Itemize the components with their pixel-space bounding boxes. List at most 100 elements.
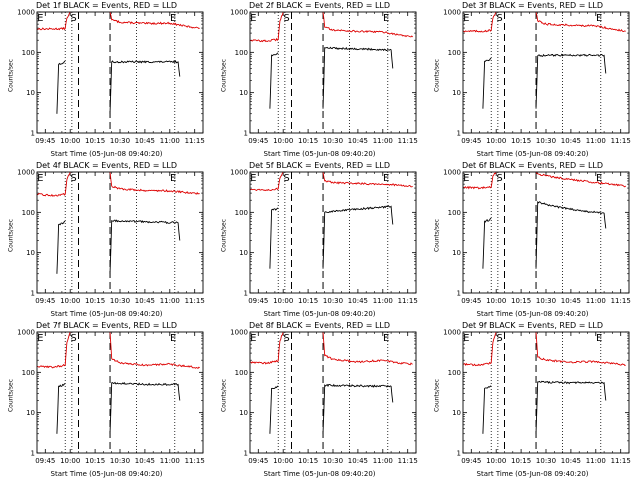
- panel-plot: 1 10 100 1000 09:45 10:00 10:15 10:30 10:45 11:00…: [17, 169, 205, 306]
- y-axis-label: Counts/sec: [220, 218, 228, 253]
- x-tick-label: 10:00: [486, 297, 506, 305]
- events-series-line: [56, 383, 66, 434]
- x-tick-label: 10:45: [348, 297, 368, 305]
- x-tick-label: 11:00: [160, 457, 180, 465]
- marker-annotation: S: [496, 13, 502, 24]
- detector-panel: 1 10 100 1000 09:45 10:00 10:15 10:30 10:45 11:00…: [213, 320, 426, 480]
- y-tick-label: 1000: [17, 169, 35, 177]
- lld-series-line: [249, 11, 284, 43]
- panel-title: Det 4f BLACK = Events, RED = LLD: [35, 161, 178, 170]
- y-tick-label: 10: [26, 249, 35, 257]
- x-tick-label: 10:00: [60, 457, 80, 465]
- x-tick-label: 09:45: [248, 457, 268, 465]
- x-tick-label: 11:15: [398, 297, 418, 305]
- y-tick-label: 10: [26, 89, 35, 97]
- x-tick-label: 10:45: [561, 297, 581, 305]
- marker-annotation: S: [283, 333, 289, 344]
- panel-plot: 1 10 100 1000 09:45 10:00 10:15 10:30 10:45 11:00…: [230, 169, 418, 306]
- y-tick-label: 100: [22, 209, 35, 217]
- x-tick-label: 09:45: [35, 297, 55, 305]
- x-tick-label: 09:45: [248, 137, 268, 145]
- x-tick-label: 10:30: [110, 137, 130, 145]
- lld-series-line: [535, 331, 626, 367]
- y-tick-label: 10: [239, 249, 248, 257]
- lld-series-line: [249, 171, 284, 192]
- events-series-line: [269, 207, 279, 269]
- events-series-line: [322, 383, 394, 434]
- x-tick-label: 09:45: [248, 297, 268, 305]
- y-tick-label: 1: [244, 290, 248, 298]
- x-tick-label: 10:45: [348, 457, 368, 465]
- detector-panel: 1 10 100 1000 09:45 10:00 10:15 10:30 10:45 11:00…: [0, 160, 213, 320]
- x-tick-label: 10:15: [511, 137, 531, 145]
- detector-panel: 1 10 100 1000 09:45 10:00 10:15 10:30 10:45 11:00…: [426, 320, 639, 480]
- y-tick-label: 1000: [17, 9, 35, 17]
- plot-frame: [462, 11, 630, 134]
- detector-panel: 1 10 100 1000 09:45 10:00 10:15 10:30 10:45 11:00…: [213, 160, 426, 320]
- lld-series-line: [249, 331, 284, 365]
- panel-title: Det 5f BLACK = Events, RED = LLD: [248, 161, 391, 170]
- y-tick-label: 10: [452, 89, 461, 97]
- y-tick-label: 1: [457, 290, 461, 298]
- x-axis-label: Start Time (05-Jun-08 09:40:20): [476, 470, 589, 478]
- y-tick-label: 10: [452, 409, 461, 417]
- y-tick-label: 1000: [230, 329, 248, 337]
- x-tick-label: 10:15: [298, 137, 318, 145]
- x-tick-label: 10:00: [486, 457, 506, 465]
- x-tick-label: 10:00: [60, 137, 80, 145]
- x-tick-label: 11:15: [611, 137, 631, 145]
- lld-series-line: [36, 11, 71, 31]
- plot-frame: [249, 331, 417, 454]
- x-axis-label: Start Time (05-Jun-08 09:40:20): [476, 150, 589, 158]
- y-tick-label: 1: [457, 130, 461, 138]
- events-series-line: [322, 205, 394, 269]
- events-series-line: [109, 219, 181, 274]
- x-tick-label: 10:30: [323, 297, 343, 305]
- x-tick-label: 09:45: [35, 457, 55, 465]
- x-tick-label: 10:15: [511, 297, 531, 305]
- x-tick-label: 11:00: [160, 297, 180, 305]
- events-series-line: [322, 46, 394, 109]
- marker-annotation: S: [283, 173, 289, 184]
- lld-series-line: [535, 11, 626, 32]
- marker-annotation: E: [596, 13, 602, 24]
- y-tick-label: 100: [448, 49, 461, 57]
- panel-plot: 1 10 100 1000 09:45 10:00 10:15 10:30 10:45 11:00…: [443, 169, 631, 306]
- x-tick-label: 10:15: [85, 297, 105, 305]
- lld-series-line: [36, 331, 71, 369]
- marker-annotation: E: [37, 333, 43, 344]
- events-series-line: [269, 52, 279, 109]
- events-series-line: [56, 220, 66, 274]
- x-tick-label: 11:00: [586, 137, 606, 145]
- marker-annotation: E: [250, 13, 256, 24]
- y-tick-label: 1000: [443, 169, 461, 177]
- x-tick-label: 10:45: [135, 457, 155, 465]
- marker-annotation: E: [170, 333, 176, 344]
- events-series-line: [109, 60, 181, 114]
- x-axis-label: Start Time (05-Jun-08 09:40:20): [263, 150, 376, 158]
- panel-title: Det 3f BLACK = Events, RED = LLD: [461, 1, 604, 10]
- y-tick-label: 1000: [230, 9, 248, 17]
- x-tick-label: 11:15: [611, 457, 631, 465]
- panel-title: Det 7f BLACK = Events, RED = LLD: [35, 321, 178, 330]
- lld-series-line: [462, 11, 497, 33]
- y-axis-label: Counts/sec: [433, 218, 441, 253]
- x-tick-label: 10:00: [60, 297, 80, 305]
- x-tick-label: 11:15: [185, 137, 205, 145]
- detector-panel: 1 10 100 1000 09:45 10:00 10:15 10:30 10:45 11:00…: [0, 320, 213, 480]
- x-tick-label: 10:30: [323, 457, 343, 465]
- panel-title: Det 8f BLACK = Events, RED = LLD: [248, 321, 391, 330]
- lld-series-line: [322, 331, 413, 366]
- detector-panel: 1 10 100 1000 09:45 10:00 10:15 10:30 10:45 11:00…: [426, 0, 639, 160]
- events-series-line: [269, 385, 279, 434]
- y-tick-label: 100: [22, 369, 35, 377]
- marker-annotation: S: [70, 173, 76, 184]
- y-tick-label: 1000: [443, 9, 461, 17]
- panel-plot: 1 10 100 1000 09:45 10:00 10:15 10:30 10:45 11:00…: [230, 9, 418, 146]
- x-tick-label: 10:45: [561, 137, 581, 145]
- y-tick-label: 10: [452, 249, 461, 257]
- panel-title: Det 6f BLACK = Events, RED = LLD: [461, 161, 604, 170]
- detector-panel: 1 10 100 1000 09:45 10:00 10:15 10:30 10:45 11:00…: [213, 0, 426, 160]
- x-tick-label: 10:45: [561, 457, 581, 465]
- x-axis-label: Start Time (05-Jun-08 09:40:20): [263, 470, 376, 478]
